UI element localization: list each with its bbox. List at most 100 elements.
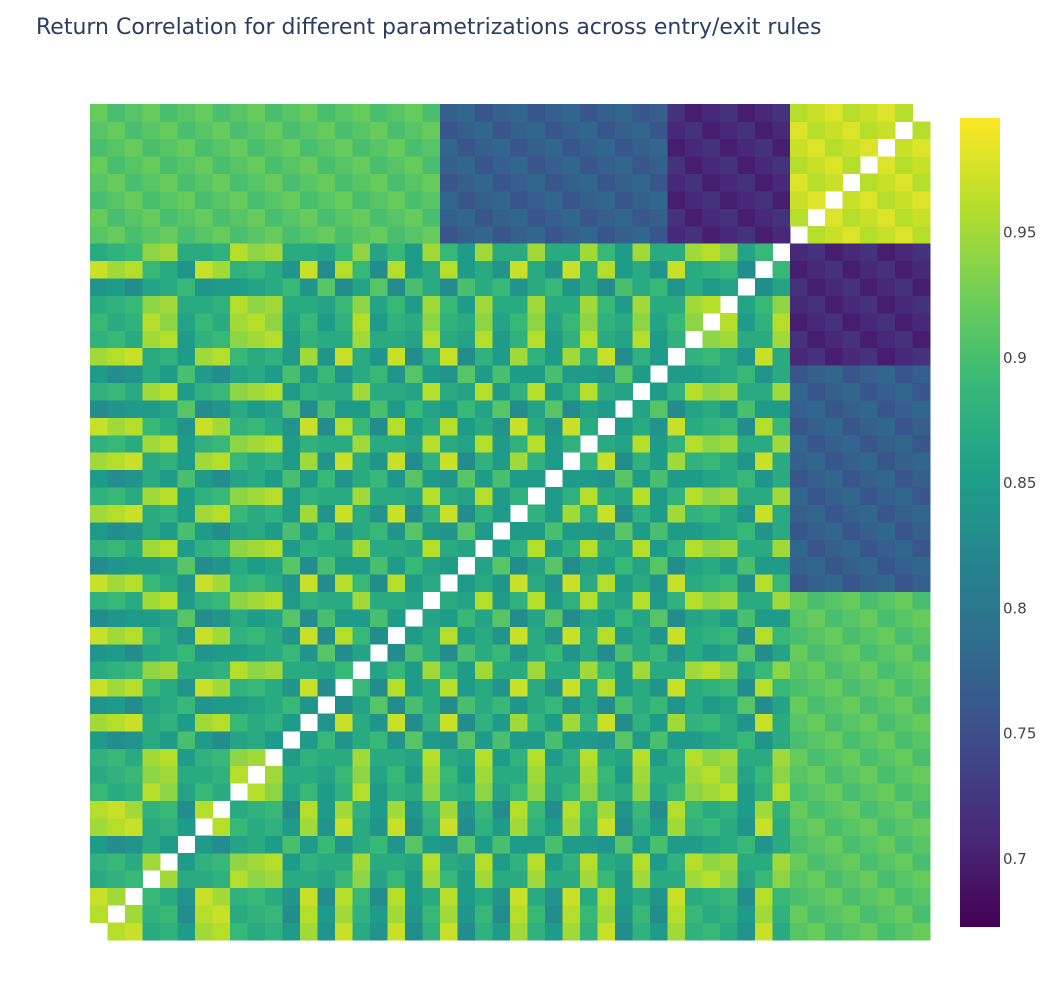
heatmap-cell (422, 504, 441, 523)
heatmap-cell (842, 748, 861, 767)
heatmap-cell (702, 661, 721, 680)
heatmap-cell (107, 522, 126, 540)
heatmap-cell (177, 609, 196, 627)
heatmap-cell (90, 852, 108, 871)
heatmap-cell (457, 765, 476, 784)
heatmap-cell (195, 539, 213, 558)
heatmap-cell (405, 783, 423, 802)
heatmap-cell (825, 765, 843, 784)
heatmap-cell (877, 173, 896, 192)
heatmap-cell (370, 487, 388, 505)
heatmap-cell (737, 487, 756, 505)
heatmap-cell (580, 522, 598, 540)
heatmap-cell (615, 208, 633, 227)
heatmap-cell (597, 800, 616, 819)
heatmap-cell (142, 713, 161, 732)
heatmap-cell (580, 173, 598, 192)
heatmap-cell (510, 191, 528, 209)
heatmap-cell (790, 696, 808, 714)
heatmap-cell (265, 818, 283, 836)
heatmap-cell (195, 626, 213, 645)
heatmap-cell (842, 731, 861, 749)
heatmap-cell (492, 626, 511, 645)
heatmap-cell (160, 365, 178, 384)
heatmap-cell (160, 400, 178, 418)
heatmap-cell (195, 208, 213, 227)
heatmap-cell (650, 870, 668, 889)
heatmap-cell (737, 591, 756, 610)
heatmap-cell (807, 156, 826, 175)
heatmap-cell (720, 591, 738, 610)
heatmap-cell (825, 400, 843, 418)
heatmap-cell (510, 243, 528, 262)
heatmap-cell (160, 173, 178, 192)
heatmap-cell (720, 330, 738, 349)
heatmap-cell (650, 278, 668, 296)
heatmap-cell (755, 905, 773, 923)
heatmap-cell (370, 556, 388, 575)
heatmap-cell (562, 243, 581, 262)
heatmap-cell (405, 713, 423, 732)
heatmap-cell (755, 870, 773, 889)
heatmap-cell (562, 731, 581, 749)
heatmap-cell (877, 626, 896, 645)
heatmap-cell (807, 469, 826, 488)
heatmap-cell (510, 765, 528, 784)
heatmap-cell (597, 347, 616, 366)
colorbar-ticks: 0.70.750.80.850.90.95 (1003, 224, 1036, 868)
heatmap-cell (685, 365, 703, 384)
heatmap-cell (527, 522, 546, 540)
heatmap-cell (335, 225, 353, 244)
heatmap-cell (177, 191, 196, 209)
heatmap-cell (790, 121, 808, 140)
heatmap-cell (282, 713, 301, 732)
heatmap-cell (527, 922, 546, 941)
heatmap-cell (457, 191, 476, 209)
heatmap-cell (125, 609, 143, 627)
heatmap-cell (702, 121, 721, 140)
heatmap-cell (597, 609, 616, 627)
heatmap-cell (580, 347, 598, 366)
heatmap-cell (895, 713, 913, 732)
heatmap-cell (790, 382, 808, 401)
heatmap-cell (352, 208, 371, 227)
heatmap-cell (387, 504, 406, 523)
heatmap-cell (842, 278, 861, 296)
heatmap-cell (510, 382, 528, 401)
heatmap-cell (352, 469, 371, 488)
heatmap-cell (562, 835, 581, 854)
heatmap-cell (125, 678, 143, 697)
heatmap-cell (510, 626, 528, 645)
heatmap-cell (737, 661, 756, 680)
heatmap-cell (755, 417, 773, 436)
heatmap-cell (632, 870, 651, 889)
heatmap-cell (440, 191, 458, 209)
heatmap-cell (335, 887, 353, 906)
heatmap-cell (825, 870, 843, 889)
heatmap-cell (825, 313, 843, 331)
heatmap-cell (632, 121, 651, 140)
heatmap-cell (405, 835, 423, 854)
heatmap-cell (422, 887, 441, 906)
heatmap-cell (790, 609, 808, 627)
heatmap-cell (107, 452, 126, 471)
heatmap-cell (160, 522, 178, 540)
heatmap-cell (510, 591, 528, 610)
heatmap-cell (195, 452, 213, 471)
heatmap-cell (615, 800, 633, 819)
heatmap-cell (247, 661, 266, 680)
heatmap-cell (685, 835, 703, 854)
heatmap-cell (720, 522, 738, 540)
heatmap-cell (825, 678, 843, 697)
heatmap-cell (895, 783, 913, 802)
heatmap-cell (545, 295, 563, 314)
heatmap-cell (545, 452, 563, 471)
heatmap-cell (492, 260, 511, 279)
heatmap-cell (230, 313, 248, 331)
heatmap-cell (562, 522, 581, 540)
heatmap-cell (282, 626, 301, 645)
heatmap-cell (387, 678, 406, 697)
heatmap-cell (650, 504, 668, 523)
heatmap-cell (317, 539, 336, 558)
heatmap-cell (457, 818, 476, 836)
